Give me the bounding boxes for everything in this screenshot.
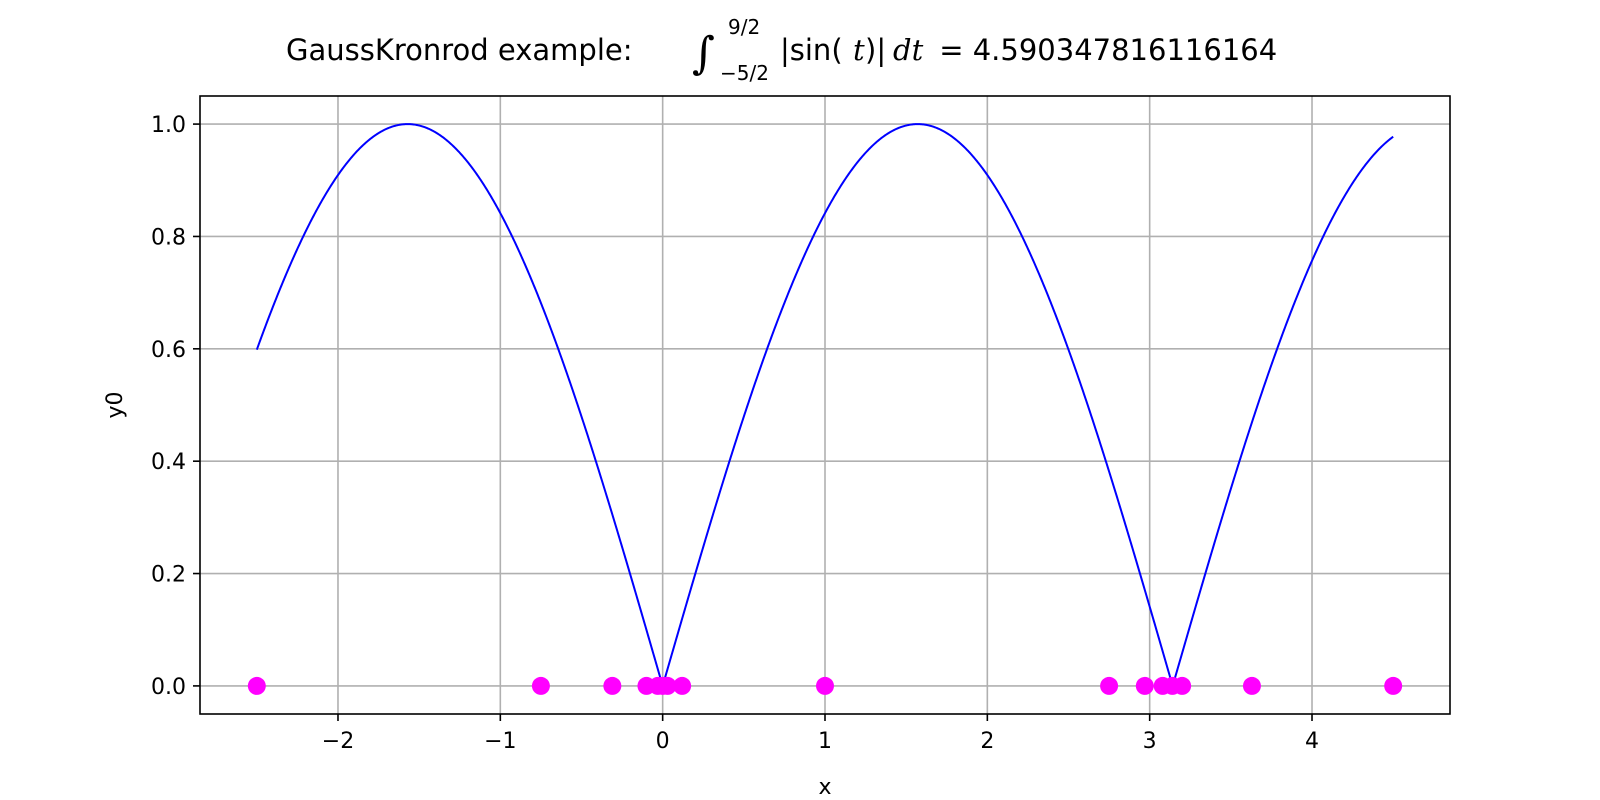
chart-title: GaussKronrod example: ∫ 9/2 −5/2 |sin( t…	[286, 15, 1277, 85]
x-tick-label: −2	[322, 729, 354, 754]
x-tick-label: 4	[1305, 729, 1319, 754]
scatter-point	[1384, 676, 1403, 695]
y-tick-label: 0.8	[151, 225, 186, 250]
scatter-point	[658, 676, 677, 695]
x-axis-ticks: −2 −1 0 1 2 3 4	[322, 714, 1319, 754]
plot-area	[199, 95, 1451, 715]
title-integrand-right: )|	[865, 33, 886, 67]
x-tick-label: 0	[656, 729, 670, 754]
scatter-point	[247, 676, 266, 695]
title-differential: dt	[893, 33, 924, 67]
scatter-point	[531, 676, 550, 695]
x-tick-label: −1	[484, 729, 516, 754]
x-axis-label: x	[818, 775, 831, 800]
scatter-point	[1100, 676, 1119, 695]
x-tick-label: 2	[980, 729, 994, 754]
y-axis-label: y0	[103, 391, 128, 418]
y-tick-label: 0.0	[151, 675, 186, 700]
title-equals-value: = 4.590347816116164	[930, 33, 1277, 67]
title-prefix: GaussKronrod example:	[286, 33, 642, 67]
y-tick-label: 1.0	[151, 113, 186, 138]
y-tick-label: 0.6	[151, 338, 186, 363]
y-tick-label: 0.2	[151, 563, 186, 588]
y-axis-ticks: 0.0 0.2 0.4 0.6 0.8 1.0	[151, 113, 200, 700]
scatter-point	[1135, 676, 1154, 695]
title-integrand-left: |sin(	[780, 33, 843, 67]
scatter-point	[1242, 676, 1261, 695]
x-tick-label: 3	[1143, 729, 1157, 754]
scatter-point	[816, 676, 834, 695]
scatter-point	[603, 676, 622, 695]
scatter-point	[673, 676, 692, 695]
scatter-point	[1173, 676, 1192, 695]
title-integrand-var: t	[853, 33, 865, 67]
title-integral-sign: ∫	[692, 28, 715, 79]
title-lower-limit: −5/2	[720, 61, 769, 85]
x-tick-label: 1	[818, 729, 832, 754]
data-layer	[247, 123, 1403, 695]
title-upper-limit: 9/2	[728, 15, 760, 39]
y-tick-label: 0.4	[151, 450, 186, 475]
line-series	[255, 123, 1394, 690]
